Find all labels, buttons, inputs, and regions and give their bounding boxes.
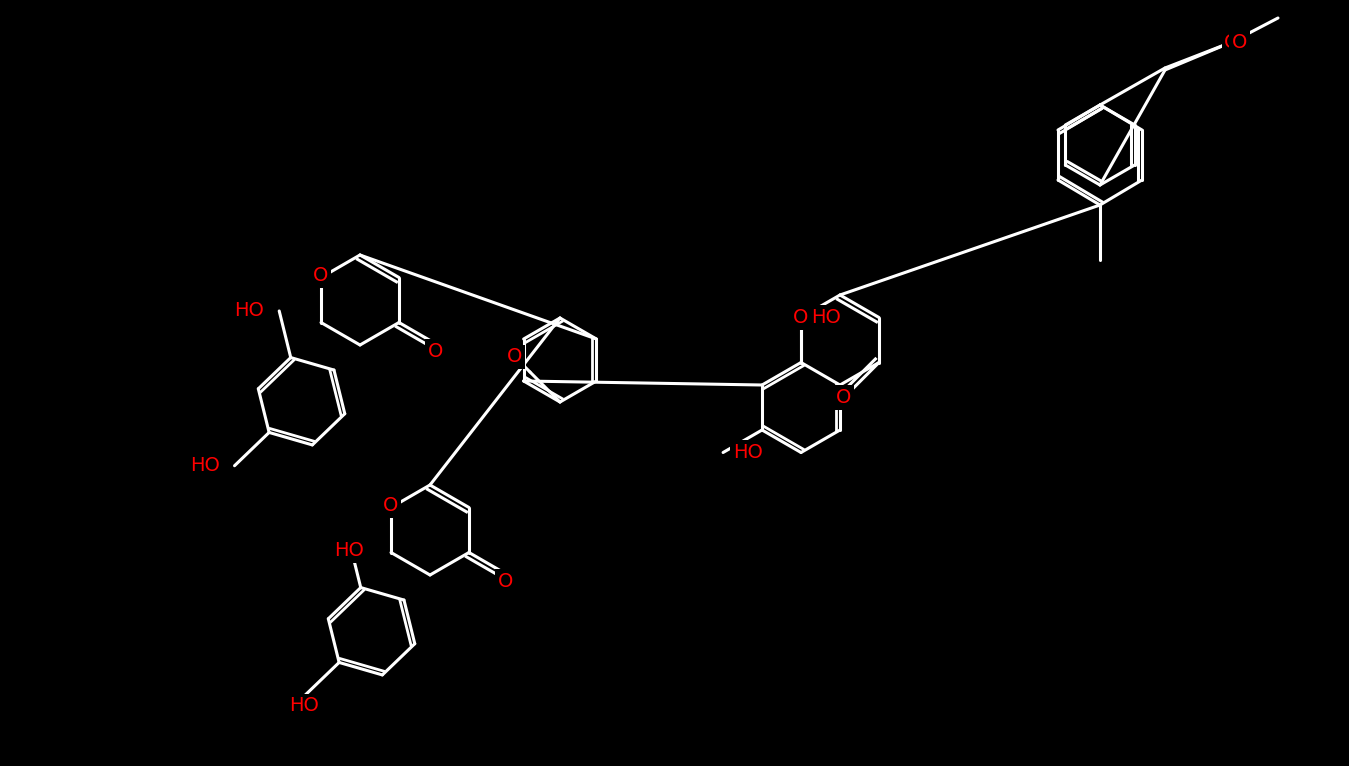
Text: HO: HO: [190, 457, 220, 475]
Text: HO: HO: [811, 308, 840, 327]
Text: HO: HO: [235, 302, 264, 320]
Text: O: O: [836, 388, 851, 407]
Text: O: O: [313, 266, 329, 285]
Text: O: O: [1232, 32, 1248, 51]
Text: HO: HO: [733, 443, 764, 462]
Text: O: O: [1225, 32, 1240, 51]
Text: O: O: [507, 348, 522, 366]
Text: O: O: [793, 308, 808, 327]
Text: O: O: [383, 496, 399, 515]
Text: HO: HO: [290, 696, 320, 715]
Text: O: O: [498, 572, 513, 591]
Text: O: O: [428, 342, 442, 361]
Text: HO: HO: [335, 542, 364, 561]
